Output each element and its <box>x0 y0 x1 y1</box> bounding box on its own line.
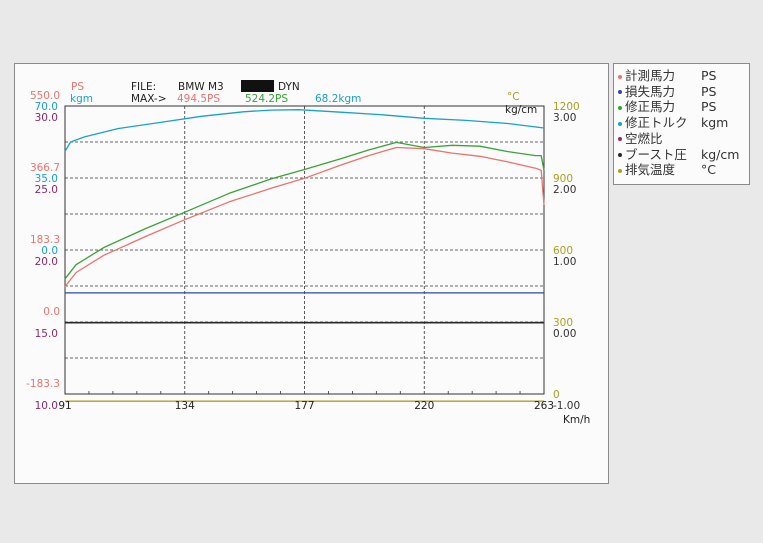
ps-tick-label: 183.3 <box>30 234 60 246</box>
series-line-2 <box>64 141 545 280</box>
kgm-tick-label: 35.0 <box>35 173 58 185</box>
kgm-axis-title: kgm <box>70 93 93 105</box>
legend-unit: PS <box>701 68 717 83</box>
ps-tick-label: 550.0 <box>30 90 60 102</box>
dyno-chart: 91 134 177 220 263550.0366.7183.30.0-183.370… <box>26 80 590 426</box>
legend-item: 排気温度 °C <box>618 162 716 178</box>
misc-tick-label: 20.0 <box>35 256 58 268</box>
legend-dot-icon <box>618 74 622 79</box>
legend-label: 排気温度 <box>625 162 676 178</box>
kgm-tick-label: 70.0 <box>35 101 58 113</box>
temp-tick-label: 1200 <box>553 101 580 113</box>
legend-dot-icon <box>618 168 622 173</box>
ps-tick-label: -183.3 <box>26 378 60 390</box>
file-name: BMW M3 <box>178 81 224 93</box>
legend-label: 損失馬力 <box>625 83 676 99</box>
max-ps: 494.5PS <box>177 93 220 105</box>
legend-item: 損失馬力 PS <box>618 83 716 100</box>
ps-tick-label: 0.0 <box>43 306 60 318</box>
legend-unit: °C <box>701 162 716 178</box>
legend-label: 修正トルク <box>625 115 688 131</box>
legend-item: 空燃比 <box>618 131 663 147</box>
x-tick-label: 134 <box>175 400 195 412</box>
legend-unit: kg/cm <box>701 146 740 162</box>
legend-unit: PS <box>701 83 717 99</box>
misc-tick-label: 15.0 <box>35 328 58 340</box>
misc-tick-label: 10.0 <box>35 400 58 412</box>
legend-label: 空燃比 <box>625 130 663 146</box>
boost-tick-label: 0.00 <box>553 328 576 340</box>
legend-item: ブースト圧 kg/cm <box>618 146 739 163</box>
legend-unit: kgm <box>701 115 729 131</box>
temp-tick-label: 300 <box>553 317 573 329</box>
series-line-3 <box>64 109 545 152</box>
legend-item: 修正馬力 PS <box>618 99 716 115</box>
boost-tick-label: -1.00 <box>553 400 580 412</box>
legend-label: ブースト圧 <box>625 146 687 162</box>
x-axis-unit: Km/h <box>563 414 590 426</box>
legend-dot-icon <box>618 137 622 142</box>
max-corrected-ps: 524.2PS <box>245 93 288 105</box>
max-label: MAX-> <box>131 93 167 105</box>
temp-unit: °C <box>507 91 520 103</box>
file-suffix: DYN <box>278 81 300 93</box>
legend-dot-icon <box>618 90 622 95</box>
legend-label: 修正馬力 <box>625 99 676 115</box>
misc-tick-label: 25.0 <box>35 184 58 196</box>
legend: 計測馬力 PS 損失馬力 PS 修正馬力 PS 修正トルク kgm 空燃比 ブースト圧 kg/cm 排… <box>613 63 750 185</box>
file-label: FILE: <box>131 81 156 93</box>
temp-tick-label: 0 <box>553 389 560 401</box>
x-tick-label: 263 <box>534 400 554 412</box>
legend-unit: PS <box>701 99 717 115</box>
boost-unit: kg/cm <box>505 104 537 116</box>
boost-tick-label: 2.00 <box>553 184 576 196</box>
legend-label: 計測馬力 <box>625 68 676 83</box>
boost-tick-label: 3.00 <box>553 112 576 124</box>
legend-item: 計測馬力 PS <box>618 68 716 84</box>
legend-dot-icon <box>618 121 622 126</box>
legend-dot-icon <box>618 105 622 110</box>
temp-tick-label: 900 <box>553 173 573 185</box>
x-tick-label: 91 <box>58 400 71 412</box>
kgm-tick-label: 0.0 <box>41 245 58 257</box>
misc-tick-label: 30.0 <box>35 112 58 124</box>
legend-dot-icon <box>618 153 622 157</box>
x-tick-label: 220 <box>414 400 434 412</box>
boost-tick-label: 1.00 <box>553 256 576 268</box>
ps-tick-label: 366.7 <box>30 162 60 174</box>
chart-paper: 91 134 177 220 263 550.0 366.7 183.3 0.0 -183.3 70… <box>14 63 609 484</box>
temp-tick-label: 600 <box>553 245 573 257</box>
ps-axis-title: PS <box>71 81 84 93</box>
series-line-0 <box>64 146 545 288</box>
legend-item: 修正トルク kgm <box>618 115 728 131</box>
max-torque: 68.2kgm <box>315 93 361 105</box>
redaction-box <box>241 80 274 92</box>
x-tick-label: 177 <box>294 400 314 412</box>
